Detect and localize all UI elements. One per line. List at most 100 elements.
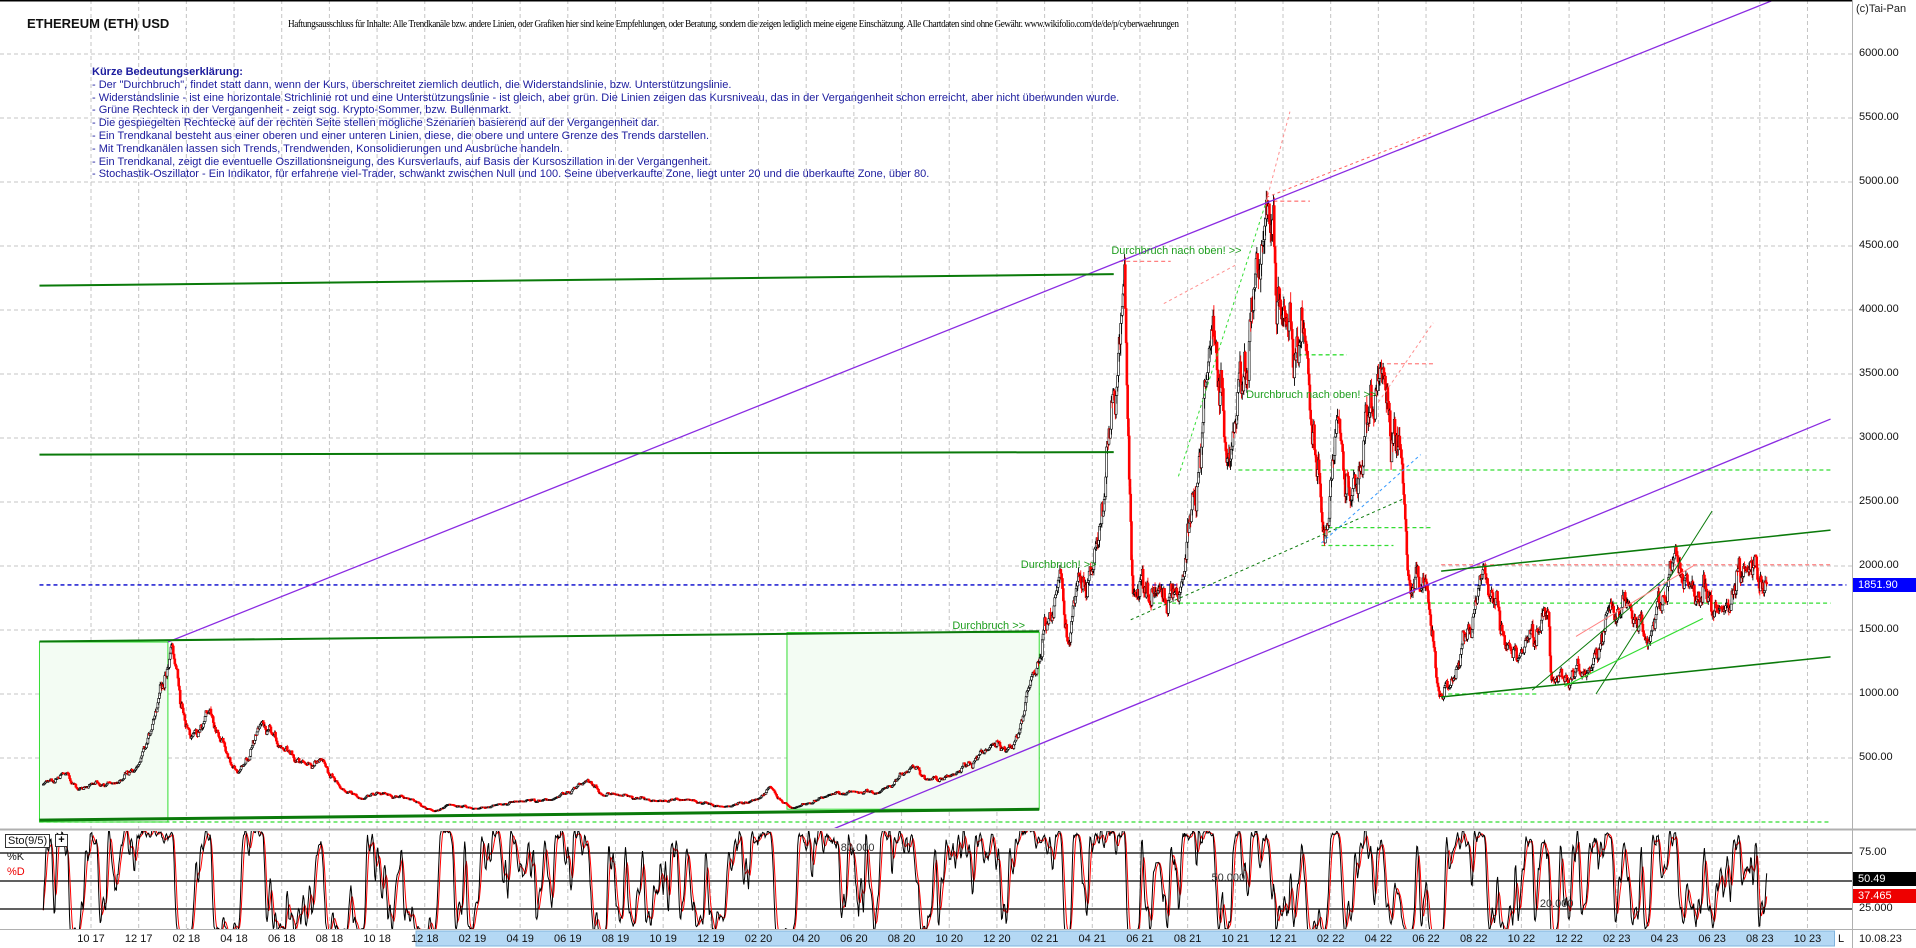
stochastic-level-label: 80.000 xyxy=(840,841,875,854)
candle-body xyxy=(163,675,167,689)
x-tick-label: 08 23 xyxy=(1746,933,1774,945)
y-tick-label: 2500.00 xyxy=(1859,495,1899,507)
trendline xyxy=(1266,131,1434,198)
stochastic-k-line xyxy=(42,831,1768,929)
candle-body xyxy=(217,732,220,737)
stochastic-panel xyxy=(0,831,1852,929)
bull-market-zone xyxy=(38,641,169,823)
y-tick-label: 6000.00 xyxy=(1859,47,1899,59)
x-tick-label: 12 17 xyxy=(124,933,153,945)
candle-body xyxy=(211,716,215,723)
trendline xyxy=(39,451,1114,456)
k-value-box: 50.49 xyxy=(1853,872,1916,886)
candle-body xyxy=(1052,605,1056,618)
legend-line: - Die gespiegelten Rechtecke auf der rec… xyxy=(92,117,660,130)
candle-body xyxy=(1146,582,1150,595)
x-tick-label: 04 23 xyxy=(1650,933,1679,945)
candle-body xyxy=(1701,586,1705,603)
x-tick-label: 02 22 xyxy=(1316,933,1345,945)
candle-body xyxy=(570,790,574,794)
candle-body xyxy=(228,757,232,763)
candle-body xyxy=(1443,687,1446,697)
breakout-annotation: Durchbruch >> xyxy=(952,620,1026,633)
candle-body xyxy=(203,716,207,722)
candle-body xyxy=(1577,663,1581,672)
x-tick-label: 02 23 xyxy=(1602,933,1631,945)
candle-body xyxy=(1483,566,1487,574)
x-tick-label: 08 22 xyxy=(1459,933,1488,945)
trendline xyxy=(167,0,1776,643)
x-tick-label: 02 18 xyxy=(172,933,201,945)
x-tick-label: 12 19 xyxy=(697,933,725,945)
candle-body xyxy=(1523,640,1527,648)
candle-body xyxy=(893,781,896,785)
x-tick-label: 06 22 xyxy=(1412,933,1440,945)
candle-body xyxy=(1597,648,1601,659)
candle-body xyxy=(1549,655,1553,673)
trendline xyxy=(1163,264,1236,305)
candle-body xyxy=(1729,603,1733,611)
x-tick-label: 06 19 xyxy=(554,933,582,945)
candle-body xyxy=(224,746,227,752)
y-tick-label: 5000.00 xyxy=(1859,175,1899,187)
candle-body xyxy=(597,789,600,793)
x-tick-label: 10 19 xyxy=(649,933,677,945)
candle-body xyxy=(255,731,259,736)
legend-line: - Mit Trendkanälen lassen sich Trends, T… xyxy=(92,142,563,155)
candle-body xyxy=(1306,351,1309,359)
stochastic-label[interactable]: Sto(9/5) xyxy=(5,834,51,848)
candle-body xyxy=(1417,566,1420,578)
candle-body xyxy=(171,645,175,655)
candle-body xyxy=(1066,636,1069,642)
candle-body xyxy=(1471,616,1475,630)
candle-body xyxy=(918,769,922,775)
bull-market-zone xyxy=(786,632,1040,810)
x-tick-label: 08 21 xyxy=(1173,933,1202,945)
candle-body xyxy=(123,774,126,779)
x-tick-label: 10 18 xyxy=(363,933,391,945)
x-tick-label: 06 21 xyxy=(1126,933,1154,945)
stochastic-axis-label: 25.000 xyxy=(1859,902,1893,914)
x-tick-label: 04 21 xyxy=(1078,933,1107,945)
date-axis-highlight xyxy=(415,930,1835,947)
candle-body xyxy=(1704,583,1708,590)
candle-body xyxy=(1755,556,1759,569)
stochastic-level-label: 20.000 xyxy=(1539,897,1574,910)
candle-body xyxy=(1710,595,1713,612)
candle-body xyxy=(226,753,230,758)
x-tick-label: 10 21 xyxy=(1221,933,1250,945)
x-tick-label: 02 19 xyxy=(458,933,487,945)
candle-body xyxy=(221,737,225,743)
trendlines[interactable] xyxy=(39,0,1831,828)
candle-body xyxy=(1127,435,1131,480)
candle-body xyxy=(178,689,182,705)
candle-body xyxy=(971,763,975,769)
k-label: %K xyxy=(7,851,25,863)
x-tick-label: 08 20 xyxy=(887,933,916,945)
candle-body xyxy=(1130,521,1133,561)
y-tick-label: 4000.00 xyxy=(1859,303,1899,315)
scale-mode[interactable]: L xyxy=(1838,933,1845,945)
candle-body xyxy=(1239,361,1243,383)
last-price-badge: 1851.90 xyxy=(1853,577,1916,592)
candle-body xyxy=(1023,710,1026,716)
candle-body xyxy=(1224,442,1228,450)
candle-body xyxy=(165,668,169,677)
candle-body xyxy=(1053,597,1057,607)
y-tick-label: 3000.00 xyxy=(1859,431,1899,443)
disclaimer: Haftungsausschluss für Inhalte: Alle Tre… xyxy=(288,19,1179,30)
trendline xyxy=(1321,454,1421,544)
stochastic-axis-label: 75.00 xyxy=(1859,846,1887,858)
x-tick-label: 04 18 xyxy=(220,933,248,945)
candle-body xyxy=(1403,504,1407,520)
candle-body xyxy=(1125,342,1129,386)
x-tick-label: 06 23 xyxy=(1698,933,1726,945)
y-tick-label: 500.00 xyxy=(1859,751,1893,763)
x-tick-label: 10 23 xyxy=(1793,933,1822,945)
d-label: %D xyxy=(7,866,25,878)
candle-body xyxy=(1060,573,1063,579)
add-indicator-button[interactable]: + xyxy=(55,834,68,847)
candles xyxy=(42,190,1769,813)
